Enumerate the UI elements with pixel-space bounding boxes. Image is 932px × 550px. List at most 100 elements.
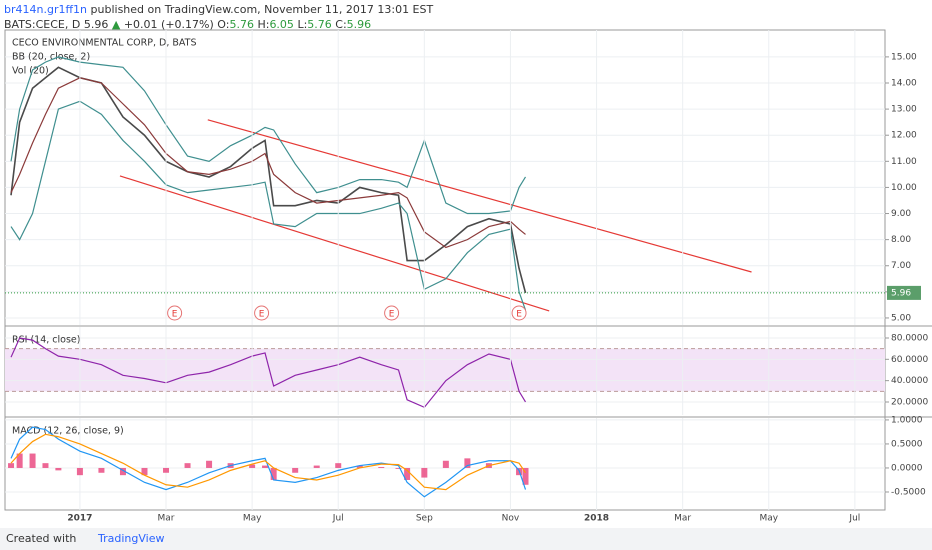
y-tick-label: -0.5000 xyxy=(891,487,926,497)
histogram-bar xyxy=(184,463,191,468)
y-tick-label: 9.00 xyxy=(891,209,911,219)
brand[interactable]: TradingView xyxy=(98,532,165,545)
earnings-marker xyxy=(167,305,183,321)
y-tick-label: 13.00 xyxy=(891,105,917,115)
earnings-label: E xyxy=(172,310,178,320)
x-tick-label: Jul xyxy=(848,514,860,524)
last-price-label: 5.96 xyxy=(891,288,911,298)
histogram-bar xyxy=(395,467,402,469)
earnings-label: E xyxy=(516,310,522,320)
x-tick-label: May xyxy=(243,514,262,524)
created-with: Created with xyxy=(6,532,77,545)
frame xyxy=(4,29,886,511)
histogram-bar xyxy=(421,467,428,478)
series-line xyxy=(10,337,527,409)
last-price-tag xyxy=(887,285,921,300)
histogram-bar xyxy=(292,467,299,473)
histogram-bar xyxy=(270,467,277,480)
x-tick-label: Mar xyxy=(158,514,175,524)
histogram-bar xyxy=(249,464,256,468)
x-tick-label: May xyxy=(759,514,778,524)
trend-line xyxy=(207,119,752,273)
histogram-bar xyxy=(76,467,83,476)
indicator-label: Vol (20) xyxy=(12,66,49,77)
symbol: BATS:CECE, D xyxy=(4,18,81,31)
rsi-band xyxy=(5,348,885,392)
c-label: C: xyxy=(335,18,347,31)
histogram-bar xyxy=(16,453,23,468)
histogram-bar xyxy=(356,465,363,468)
histogram-bar xyxy=(313,465,320,468)
y-tick-label: 10.00 xyxy=(891,183,917,193)
y-tick-label: 1.0000 xyxy=(891,415,923,425)
y-tick-label: 20.0000 xyxy=(891,397,928,407)
histogram-bar xyxy=(163,467,170,473)
l-label: L: xyxy=(297,18,308,31)
x-tick-label: Sep xyxy=(416,514,433,524)
y-tick-label: 14.00 xyxy=(891,78,917,88)
histogram-bar xyxy=(442,460,449,468)
y-tick-label: 7.00 xyxy=(891,261,911,271)
histogram-bar xyxy=(378,467,385,468)
histogram-bar xyxy=(141,467,148,476)
indicator-label: BB (20, close, 2) xyxy=(12,52,90,63)
y-tick-label: 15.00 xyxy=(891,52,917,62)
earnings-label: E xyxy=(259,310,265,320)
chart: 5.006.007.008.009.0010.0011.0012.0013.00… xyxy=(4,29,932,524)
series-line xyxy=(10,426,527,498)
histogram-bar xyxy=(464,458,471,468)
y-tick-label: 0.0000 xyxy=(891,463,923,473)
high: 6.05 xyxy=(269,18,294,31)
x-tick-label: Jul xyxy=(332,514,344,524)
histogram-bar xyxy=(29,453,36,468)
earnings-marker xyxy=(384,305,400,321)
h-label: H: xyxy=(257,18,270,31)
y-tick-label: 5.00 xyxy=(891,313,911,323)
author[interactable]: br414n.gr1ff1n xyxy=(4,3,88,16)
series-line xyxy=(10,56,527,215)
histogram-bar xyxy=(55,467,62,471)
low: 5.76 xyxy=(307,18,332,31)
series-line xyxy=(10,77,526,249)
y-tick-label: 0.5000 xyxy=(891,439,923,449)
earnings-label: E xyxy=(389,310,395,320)
histogram-bar xyxy=(119,467,126,476)
x-tick-label: Mar xyxy=(674,514,691,524)
histogram-bar xyxy=(8,463,15,468)
pane-title: CECO ENVIRONMENTAL CORP, D, BATS xyxy=(12,38,197,49)
histogram-bar xyxy=(206,460,213,468)
y-tick-label: 11.00 xyxy=(891,157,917,167)
series-line xyxy=(10,433,527,491)
earnings-marker xyxy=(254,305,270,321)
histogram-bar xyxy=(262,465,269,468)
histogram-bar xyxy=(42,463,49,468)
y-tick-label: 80.0000 xyxy=(891,333,928,343)
change: +0.01 (+0.17%) xyxy=(123,18,214,31)
earnings-marker xyxy=(511,305,527,321)
y-tick-label: 40.0000 xyxy=(891,376,928,386)
x-tick-label: Nov xyxy=(502,514,520,524)
published: published on TradingView.com, November 1… xyxy=(90,3,434,16)
y-tick-label: 12.00 xyxy=(891,131,917,141)
y-tick-label: 60.0000 xyxy=(891,355,928,365)
histogram-bar xyxy=(335,463,342,468)
open: 5.76 xyxy=(229,18,254,31)
series-line xyxy=(10,66,527,294)
x-tick-label: 2017 xyxy=(67,514,92,524)
histogram-bar xyxy=(404,467,411,480)
histogram-bar xyxy=(98,467,105,473)
pane-title: RSI (14, close) xyxy=(12,335,80,346)
close: 5.96 xyxy=(346,18,372,31)
y-tick-label: 8.00 xyxy=(891,235,911,245)
footer: Created with TradingView xyxy=(0,528,932,550)
arrow: ▲ xyxy=(111,18,121,31)
series-line xyxy=(10,100,527,311)
pane-title: MACD (12, 26, close, 9) xyxy=(12,426,124,437)
x-tick-label: 2018 xyxy=(584,514,609,524)
header: br414n.gr1ff1n published on TradingView.… xyxy=(4,2,433,32)
o-label: O: xyxy=(217,18,230,31)
trend-line xyxy=(119,175,550,312)
histogram-bar xyxy=(522,467,529,485)
price: 5.96 xyxy=(83,18,109,31)
